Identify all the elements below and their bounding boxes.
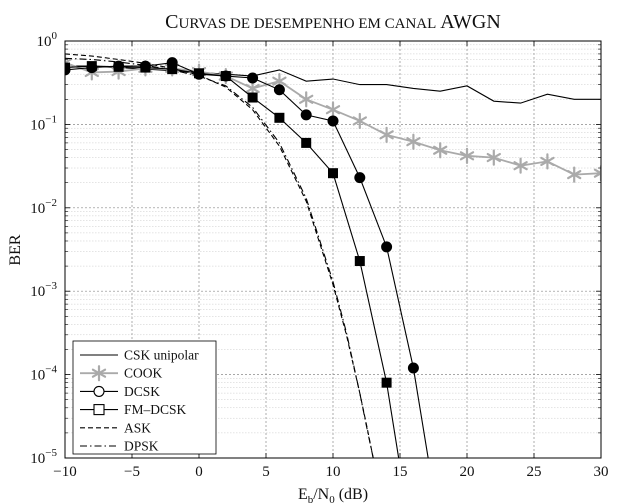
axis-ticks: −10 −5 0 5 10 15 20 25 30 100 10−1 10−2 10−3 10−4 10−5 xyxy=(30,30,608,480)
legend-marker xyxy=(93,385,105,397)
data-point xyxy=(274,112,285,123)
x-tick-label: −5 xyxy=(124,464,140,480)
y-tick-label: 10−3 xyxy=(30,280,57,300)
series-3 xyxy=(65,61,400,458)
data-point xyxy=(407,362,419,374)
data-point xyxy=(300,109,312,121)
legend-label: ASK xyxy=(124,420,151,435)
data-point xyxy=(86,61,97,72)
legend-item: COOK xyxy=(80,365,163,382)
x-label-unit: (dB) xyxy=(335,486,368,503)
x-tick-label: 10 xyxy=(326,464,341,480)
data-point xyxy=(593,165,601,182)
legend-label: DPSK xyxy=(124,439,159,454)
legend-item: FM–DCSK xyxy=(80,402,187,417)
legend-label: FM–DCSK xyxy=(124,402,187,417)
data-point xyxy=(379,126,394,143)
legend-box xyxy=(72,340,217,455)
x-label-sub-b: b xyxy=(308,494,314,504)
data-point xyxy=(381,241,393,253)
data-point xyxy=(540,153,555,170)
data-point xyxy=(140,62,151,73)
data-point xyxy=(328,168,338,179)
y-tick-label: 10−5 xyxy=(30,447,57,467)
data-point xyxy=(247,72,259,84)
data-point xyxy=(352,112,367,130)
series-line xyxy=(65,65,601,104)
data-point xyxy=(273,84,285,96)
legend-marker xyxy=(93,404,105,416)
x-label-mid: /N xyxy=(313,486,329,503)
x-tick-label: −10 xyxy=(53,464,76,480)
legend-label: DCSK xyxy=(124,384,160,399)
data-point xyxy=(299,91,314,108)
legend: CSK unipolar COOK DCSK FM–DCSK ASK DPSK xyxy=(72,340,217,455)
data-point xyxy=(167,64,178,75)
data-point xyxy=(433,142,448,159)
x-tick-label: 5 xyxy=(262,464,270,480)
series-0 xyxy=(65,65,601,104)
x-label-sub-0: 0 xyxy=(329,494,335,504)
y-tick-label: 10−1 xyxy=(30,113,57,133)
legend-marker xyxy=(91,365,107,382)
data-point xyxy=(567,166,582,183)
chart-title-text: CURVAS DE DESEMPENHO EM CANAL AWGN xyxy=(165,11,501,33)
data-point xyxy=(327,115,339,127)
data-point xyxy=(354,256,365,267)
data-point xyxy=(194,68,204,79)
x-tick-label: 25 xyxy=(527,464,542,480)
data-point xyxy=(513,157,528,174)
x-axis-label: Eb/N0 (dB) xyxy=(298,486,368,504)
y-tick-label: 10−4 xyxy=(30,364,57,384)
y-axis-label: BER xyxy=(7,234,24,265)
data-point xyxy=(486,149,501,166)
legend-item: ASK xyxy=(80,420,151,435)
x-tick-label: 15 xyxy=(393,464,408,480)
data-point xyxy=(220,71,231,82)
data-point xyxy=(381,377,392,388)
data-point xyxy=(301,137,312,148)
y-tick-label: 10−2 xyxy=(30,197,57,217)
data-point xyxy=(406,133,421,150)
data-point xyxy=(113,61,124,72)
x-label-base: E xyxy=(298,486,308,503)
legend-item: DPSK xyxy=(80,439,159,454)
legend-item: CSK unipolar xyxy=(80,348,199,363)
data-point xyxy=(65,62,70,73)
plot-area xyxy=(65,53,601,458)
legend-item: DCSK xyxy=(80,384,160,399)
x-tick-label: 20 xyxy=(460,464,475,480)
legend-label: CSK unipolar xyxy=(124,348,199,363)
x-tick-label: 0 xyxy=(195,464,203,480)
data-point xyxy=(325,101,341,118)
y-tick-label: 100 xyxy=(37,30,58,50)
chart-title: CURVAS DE DESEMPENHO EM CANAL AWGN xyxy=(165,11,501,33)
x-tick-label: 30 xyxy=(594,464,609,480)
data-point xyxy=(247,92,258,103)
data-point xyxy=(459,147,475,164)
series-line xyxy=(65,57,374,458)
series-5 xyxy=(65,57,374,458)
data-point xyxy=(354,172,366,184)
legend-label: COOK xyxy=(124,366,163,381)
